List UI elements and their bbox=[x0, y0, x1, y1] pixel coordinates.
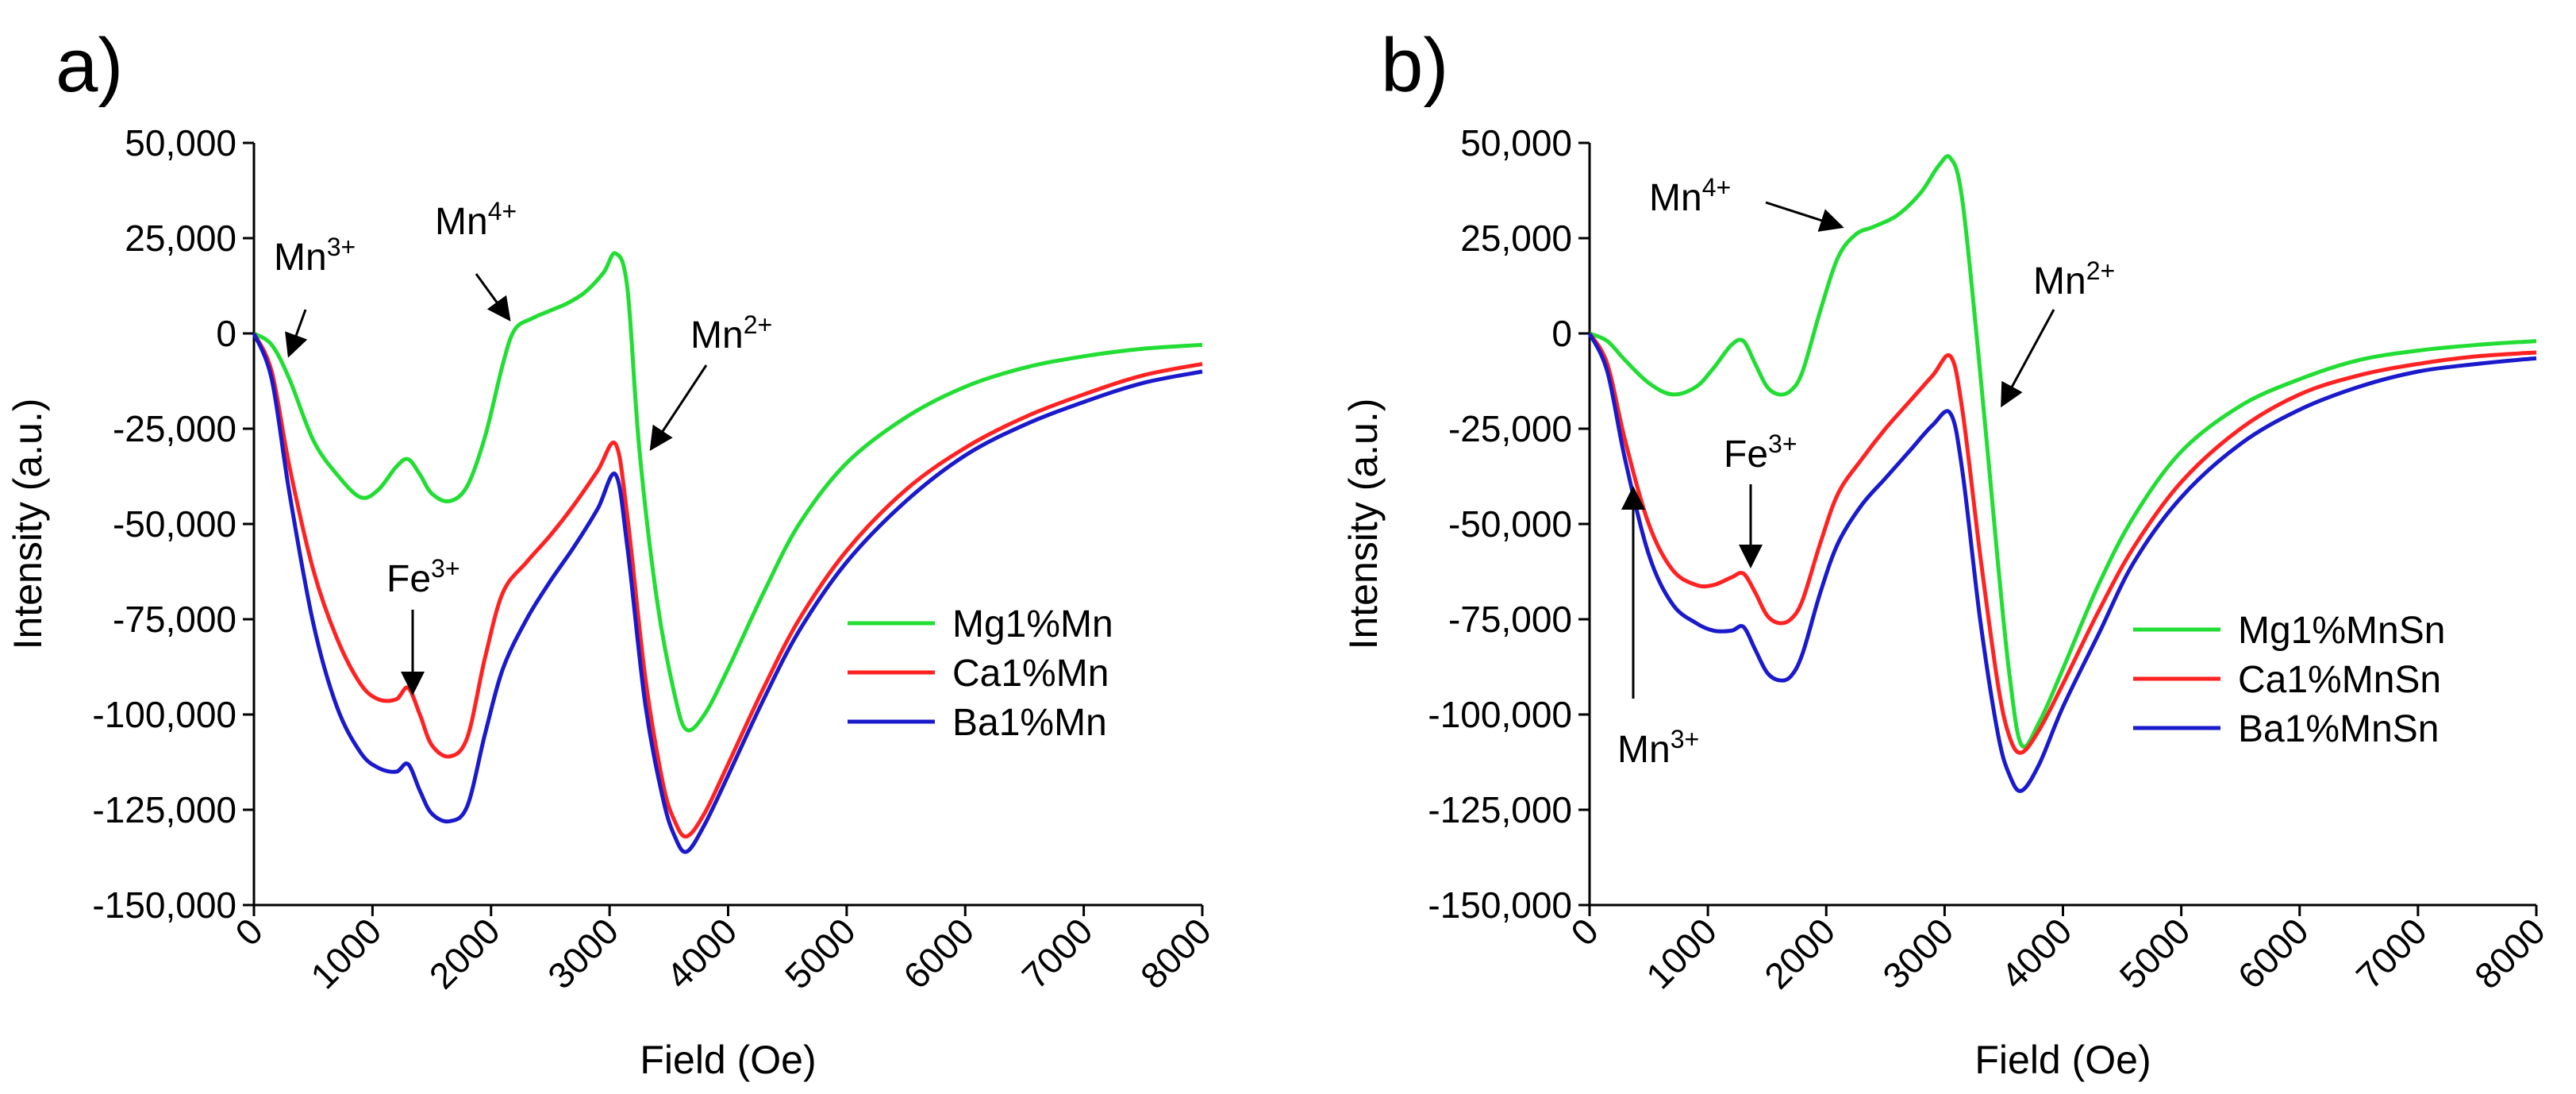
x-tick-label: 2000 bbox=[1756, 910, 1843, 996]
legend-label: Mg1%Mn bbox=[952, 603, 1113, 645]
x-tick-label: 3000 bbox=[540, 910, 626, 996]
x-tick-label: 1000 bbox=[302, 910, 389, 996]
x-axis-label: Field (Oe) bbox=[640, 1038, 816, 1082]
x-tick-label: 4000 bbox=[1993, 910, 2079, 996]
annotation-base: Mn bbox=[1649, 177, 1702, 219]
annotation-base: Mn bbox=[435, 201, 488, 243]
annotation-label: Mn3+ bbox=[1617, 725, 1699, 771]
panel-label: b) bbox=[1381, 23, 1448, 108]
annotation-arrow bbox=[475, 273, 511, 322]
y-tick-label: -25,000 bbox=[113, 408, 236, 449]
series-line-ca1pctmn bbox=[252, 332, 1203, 839]
y-tick-label: -100,000 bbox=[92, 694, 236, 735]
x-tick-label: 8000 bbox=[1132, 910, 1219, 996]
annotation: Mn3+ bbox=[274, 233, 356, 358]
annotation: Mn2+ bbox=[649, 310, 772, 452]
annotation: Fe3+ bbox=[386, 554, 460, 695]
legend-label: Ba1%MnSn bbox=[2238, 708, 2439, 750]
series-line-mg1pctmnsn bbox=[1589, 154, 2537, 749]
annotation-superscript: 2+ bbox=[744, 310, 772, 339]
annotation: Mn3+ bbox=[1617, 486, 1699, 771]
annotation-label: Mn2+ bbox=[690, 310, 772, 356]
legend-label: Ca1%MnSn bbox=[2238, 659, 2441, 701]
legend: Mg1%MnSn Ca1%MnSn Ba1%MnSn bbox=[2133, 610, 2445, 750]
x-tick-label: 8000 bbox=[2466, 910, 2553, 996]
x-tick-label: 1000 bbox=[1638, 910, 1724, 996]
annotation-superscript: 3+ bbox=[1768, 430, 1797, 458]
y-axis-label: Intensity (a.u.) bbox=[6, 399, 50, 650]
annotation-arrow bbox=[1765, 201, 1844, 232]
y-tick-label: 0 bbox=[1551, 313, 1572, 354]
annotation-label: Mn2+ bbox=[2033, 256, 2115, 302]
annotation-base: Mn bbox=[1617, 729, 1671, 771]
annotation: Fe3+ bbox=[1724, 430, 1797, 568]
annotation-base: Fe bbox=[386, 558, 431, 600]
series-line-ba1pctmnsn bbox=[1587, 332, 2537, 793]
annotation-base: Fe bbox=[1724, 433, 1768, 476]
panel-label: a) bbox=[56, 23, 123, 108]
legend: Mg1%Mn Ca1%Mn Ba1%Mn bbox=[848, 603, 1113, 744]
annotation-superscript: 2+ bbox=[2086, 256, 2115, 285]
annotation-label: Mn3+ bbox=[274, 233, 356, 279]
annotation-superscript: 4+ bbox=[1702, 173, 1731, 202]
series-line-ba1pctmn bbox=[252, 333, 1203, 854]
annotation-label: Mn4+ bbox=[1649, 173, 1731, 219]
y-tick-label: -150,000 bbox=[92, 884, 236, 926]
annotation-label: Mn4+ bbox=[435, 197, 517, 243]
x-tick-label: 3000 bbox=[1874, 910, 1961, 996]
chart-panel-b: b) 50,000 25,000 0 -25,000 -50,000 -75,000 -100… bbox=[1341, 23, 2553, 1082]
y-tick-label: 50,000 bbox=[125, 122, 236, 164]
annotation: Mn4+ bbox=[435, 197, 517, 322]
series-line-ca1pctmnsn bbox=[1587, 332, 2537, 755]
x-tick-label: 5000 bbox=[777, 910, 863, 996]
annotation-arrow bbox=[285, 309, 308, 358]
annotation-superscript: 3+ bbox=[1671, 725, 1699, 753]
y-tick-label: -125,000 bbox=[92, 789, 236, 830]
y-tick-label: -125,000 bbox=[1428, 789, 1572, 830]
x-tick-label: 6000 bbox=[2230, 910, 2316, 996]
y-tick-label: -50,000 bbox=[1448, 503, 1572, 545]
annotation: Mn2+ bbox=[2001, 256, 2115, 408]
x-tick-label: 4000 bbox=[658, 910, 744, 996]
y-axis-label: Intensity (a.u.) bbox=[1341, 399, 1386, 650]
annotation-superscript: 3+ bbox=[327, 233, 356, 261]
y-tick-label: -75,000 bbox=[113, 599, 236, 640]
x-axis-label: Field (Oe) bbox=[1974, 1038, 2151, 1082]
annotation-arrow bbox=[2001, 309, 2055, 408]
annotation-label: Fe3+ bbox=[386, 554, 460, 600]
legend-label: Ba1%Mn bbox=[952, 702, 1107, 744]
x-tick-label: 2000 bbox=[421, 910, 508, 996]
y-tick-label: -75,000 bbox=[1448, 599, 1572, 640]
legend-label: Mg1%MnSn bbox=[2238, 610, 2445, 652]
annotation-superscript: 3+ bbox=[431, 554, 459, 583]
y-tick-label: 25,000 bbox=[125, 218, 236, 259]
annotation-base: Mn bbox=[274, 237, 327, 279]
annotation: Mn4+ bbox=[1649, 173, 1844, 232]
y-tick-label: -150,000 bbox=[1428, 884, 1572, 926]
x-tick-label: 7000 bbox=[2348, 910, 2435, 996]
x-tick-label: 6000 bbox=[895, 910, 982, 996]
y-tick-label: -50,000 bbox=[113, 503, 236, 545]
annotation-base: Mn bbox=[690, 314, 744, 356]
chart-panel-a: a)50,000 25,000 0 -25,000 -50,000 -75,000 -100… bbox=[6, 23, 1219, 1082]
annotation-arrow bbox=[649, 364, 708, 452]
y-tick-label: 0 bbox=[216, 313, 236, 354]
legend-label: Ca1%Mn bbox=[952, 653, 1109, 695]
x-tick-label: 5000 bbox=[2112, 910, 2198, 996]
y-tick-label: 25,000 bbox=[1460, 218, 1572, 259]
annotation-base: Mn bbox=[2033, 260, 2086, 302]
y-tick-label: 50,000 bbox=[1460, 122, 1572, 164]
series-line-mg1pctmn bbox=[252, 251, 1203, 733]
annotation-superscript: 4+ bbox=[488, 197, 517, 225]
y-tick-label: -100,000 bbox=[1428, 694, 1572, 735]
annotation-label: Fe3+ bbox=[1724, 430, 1797, 476]
y-tick-label: -25,000 bbox=[1448, 408, 1572, 449]
x-tick-label: 7000 bbox=[1014, 910, 1101, 996]
